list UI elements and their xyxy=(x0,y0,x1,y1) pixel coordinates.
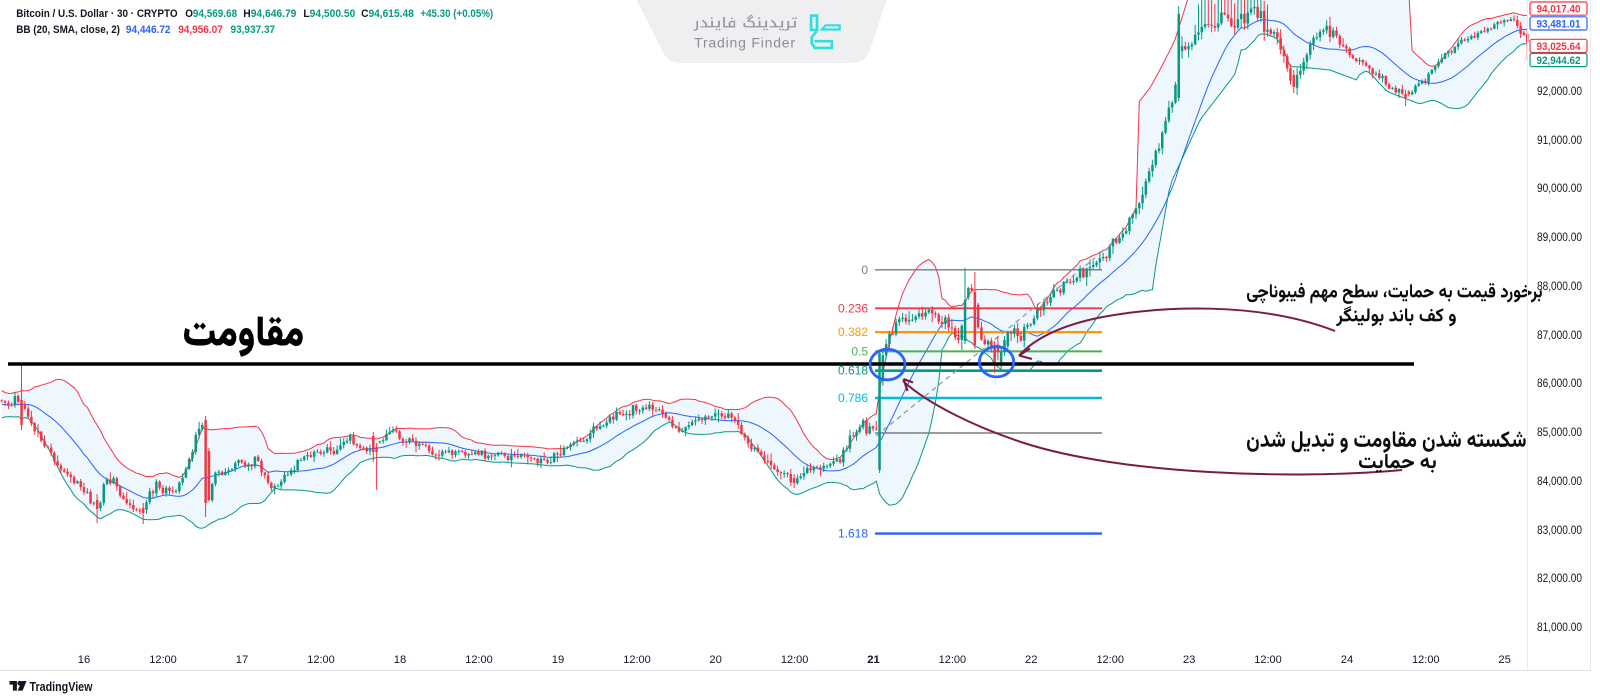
svg-text:92,000.00: 92,000.00 xyxy=(1537,86,1582,98)
svg-text:0.786: 0.786 xyxy=(838,391,868,405)
svg-text:90,000.00: 90,000.00 xyxy=(1537,183,1582,195)
svg-text:TradingView: TradingView xyxy=(30,679,93,694)
svg-text:81,000.00: 81,000.00 xyxy=(1537,622,1582,634)
svg-text:17: 17 xyxy=(236,654,249,666)
svg-text:12:00: 12:00 xyxy=(939,654,967,666)
svg-text:94,017.40: 94,017.40 xyxy=(1537,4,1581,16)
svg-text:L94,500.50: L94,500.50 xyxy=(303,8,355,20)
svg-text:1.618: 1.618 xyxy=(838,527,868,541)
svg-text:0.236: 0.236 xyxy=(838,301,868,315)
svg-text:12:00: 12:00 xyxy=(307,654,335,666)
svg-text:94,446.72: 94,446.72 xyxy=(126,24,171,36)
svg-text:21: 21 xyxy=(867,654,880,666)
svg-text:93,937.37: 93,937.37 xyxy=(231,24,276,36)
svg-text:0.382: 0.382 xyxy=(838,325,868,339)
svg-text:12:00: 12:00 xyxy=(1412,654,1440,666)
svg-text:88,000.00: 88,000.00 xyxy=(1537,281,1582,293)
svg-text:12:00: 12:00 xyxy=(149,654,177,666)
svg-text:87,000.00: 87,000.00 xyxy=(1537,330,1582,342)
svg-text:93,025.64: 93,025.64 xyxy=(1537,41,1582,53)
svg-text:12:00: 12:00 xyxy=(465,654,493,666)
svg-text:+45.30 (+0.05%): +45.30 (+0.05%) xyxy=(420,8,493,20)
svg-text:24: 24 xyxy=(1341,654,1354,666)
svg-text:Bitcoin / U.S. Dollar · 30 · C: Bitcoin / U.S. Dollar · 30 · CRYPTO xyxy=(16,8,178,20)
svg-text:22: 22 xyxy=(1025,654,1038,666)
svg-text:84,000.00: 84,000.00 xyxy=(1537,476,1582,488)
svg-text:12:00: 12:00 xyxy=(1254,654,1282,666)
svg-text:O94,569.68: O94,569.68 xyxy=(185,8,237,20)
svg-text:Trading Finder: Trading Finder xyxy=(694,35,796,51)
svg-text:83,000.00: 83,000.00 xyxy=(1537,525,1582,537)
svg-text:18: 18 xyxy=(394,654,407,666)
svg-text:19: 19 xyxy=(552,654,565,666)
svg-text:91,000.00: 91,000.00 xyxy=(1537,135,1582,147)
svg-text:94,956.07: 94,956.07 xyxy=(178,24,223,36)
svg-text:93,481.01: 93,481.01 xyxy=(1537,18,1581,30)
svg-text:20: 20 xyxy=(709,654,722,666)
svg-text:16: 16 xyxy=(78,654,91,666)
svg-text:92,944.62: 92,944.62 xyxy=(1537,55,1581,67)
svg-text:0.5: 0.5 xyxy=(851,344,868,358)
svg-text:H94,646.79: H94,646.79 xyxy=(243,8,296,20)
svg-text:12:00: 12:00 xyxy=(1096,654,1124,666)
svg-text:23: 23 xyxy=(1183,654,1196,666)
svg-text:C94,615.48: C94,615.48 xyxy=(361,8,414,20)
svg-text:25: 25 xyxy=(1498,654,1511,666)
svg-text:BB (20, SMA, close, 2): BB (20, SMA, close, 2) xyxy=(16,24,120,36)
svg-text:12:00: 12:00 xyxy=(623,654,651,666)
svg-text:0: 0 xyxy=(861,263,868,277)
svg-text:86,000.00: 86,000.00 xyxy=(1537,378,1582,390)
svg-text:12:00: 12:00 xyxy=(781,654,809,666)
svg-text:0.618: 0.618 xyxy=(838,364,868,378)
svg-text:85,000.00: 85,000.00 xyxy=(1537,427,1582,439)
svg-text:89,000.00: 89,000.00 xyxy=(1537,232,1582,244)
svg-text:82,000.00: 82,000.00 xyxy=(1537,573,1582,585)
